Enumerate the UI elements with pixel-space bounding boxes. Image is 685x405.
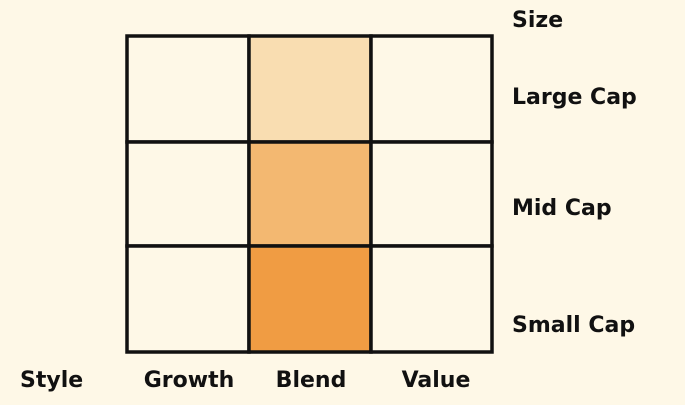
column-label: Value <box>402 368 471 393</box>
cell <box>125 140 251 248</box>
cell <box>125 34 251 144</box>
cell <box>247 34 373 144</box>
cell <box>247 244 373 354</box>
row-label: Large Cap <box>512 85 637 110</box>
grid <box>125 34 494 354</box>
cell <box>369 140 494 248</box>
row-label: Small Cap <box>512 313 635 338</box>
cell <box>247 140 373 248</box>
style-title: Style <box>20 368 83 393</box>
cell <box>125 244 251 354</box>
cell <box>369 34 494 144</box>
column-label: Blend <box>276 368 347 393</box>
column-label: Growth <box>144 368 235 393</box>
row-label: Mid Cap <box>512 196 612 221</box>
cell <box>369 244 494 354</box>
size-title: Size <box>512 8 563 33</box>
